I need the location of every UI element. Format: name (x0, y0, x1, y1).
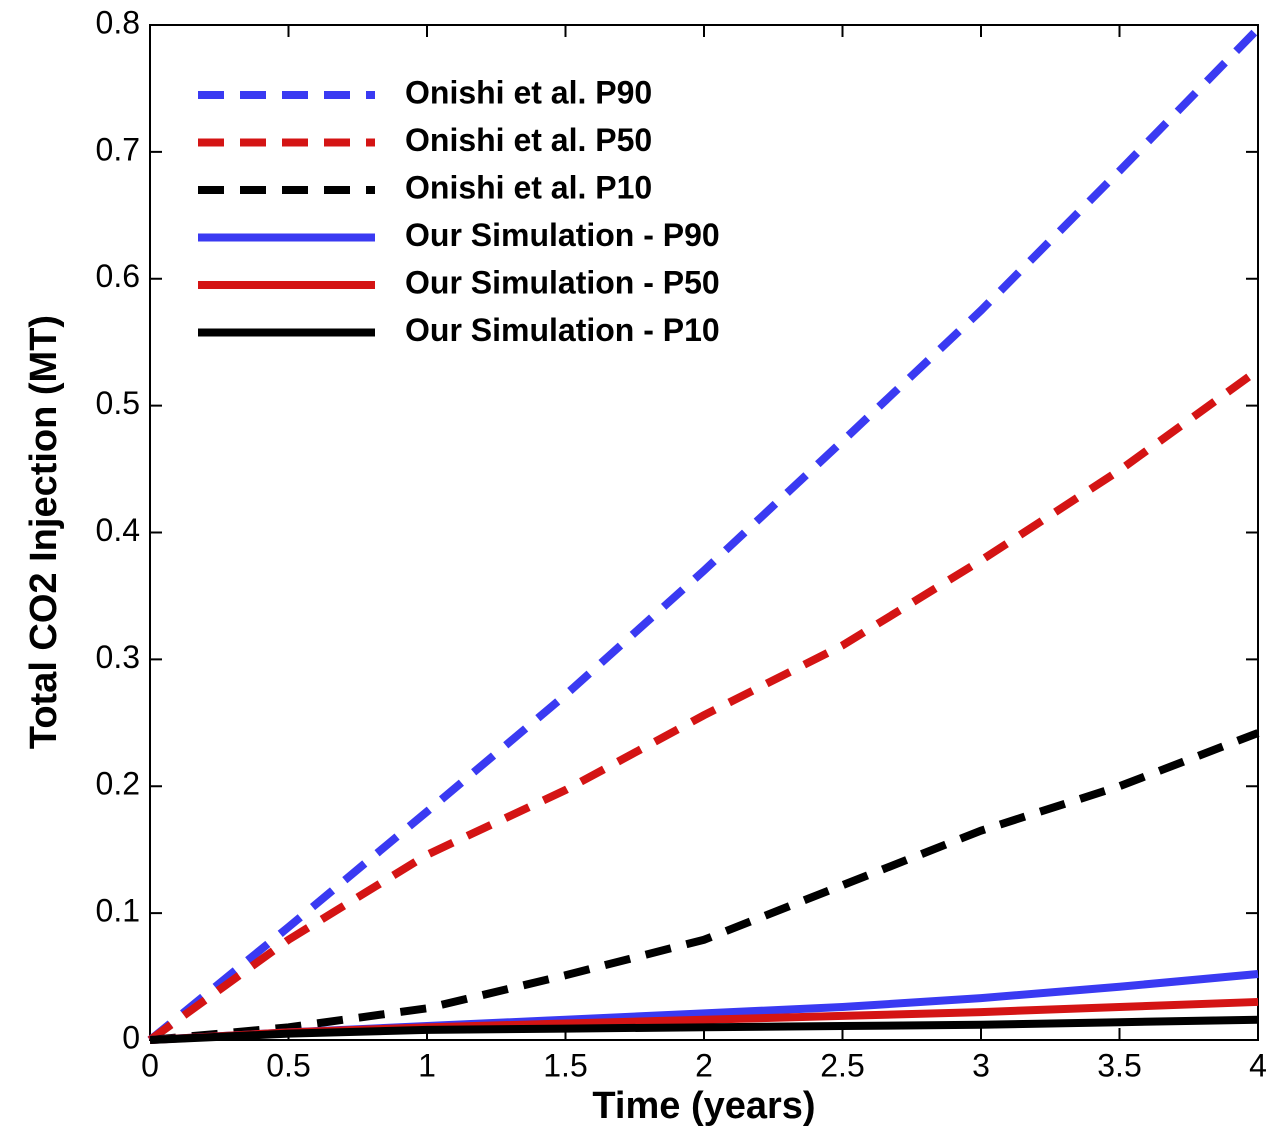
x-tick-label: 2 (695, 1047, 713, 1083)
y-tick-label: 0.4 (96, 512, 140, 548)
y-tick-label: 0.2 (96, 766, 140, 802)
x-tick-label: 1.5 (543, 1047, 587, 1083)
y-tick-label: 0.3 (96, 639, 140, 675)
x-axis-title: Time (years) (592, 1085, 815, 1127)
y-tick-label: 0 (122, 1019, 140, 1055)
legend-label: Our Simulation - P50 (405, 264, 720, 300)
legend-label: Onishi et al. P10 (405, 169, 652, 205)
series-line (149, 1015, 1259, 1044)
x-tick-label: 0 (141, 1047, 159, 1083)
legend-label: Onishi et al. P50 (405, 122, 652, 158)
y-tick-label: 0.5 (96, 385, 140, 421)
legend-label: Our Simulation - P10 (405, 312, 720, 348)
plot-frame (149, 24, 1259, 1041)
x-tick-label: 0.5 (266, 1047, 310, 1083)
x-tick-label: 3 (972, 1047, 990, 1083)
legend-label: Onishi et al. P90 (405, 74, 652, 110)
x-tick-label: 4 (1249, 1047, 1267, 1083)
series-line (147, 26, 1261, 1044)
x-tick-label: 1 (418, 1047, 436, 1083)
x-tick-label: 2.5 (820, 1047, 864, 1083)
y-tick-label: 0.7 (96, 131, 140, 167)
legend-label: Our Simulation - P90 (405, 217, 720, 253)
y-axis-title: Total CO2 Injection (MT) (23, 315, 65, 749)
series-line (147, 366, 1261, 1044)
x-tick-label: 3.5 (1097, 1047, 1141, 1083)
y-tick-label: 0.6 (96, 258, 140, 294)
y-tick-label: 0.1 (96, 893, 140, 929)
series-line (149, 729, 1260, 1044)
y-tick-label: 0.8 (96, 4, 140, 40)
